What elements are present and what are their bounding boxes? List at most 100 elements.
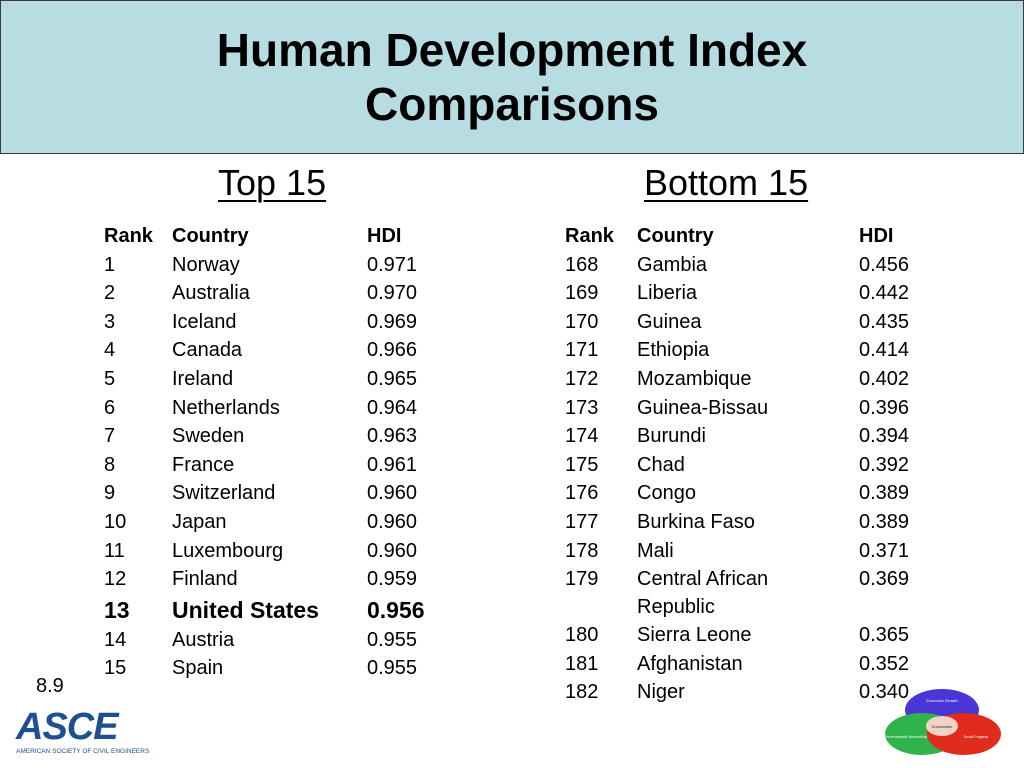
country-cell: Central African Republic <box>637 568 769 619</box>
country-cell: Guinea <box>637 310 702 333</box>
table-row: 6 Netherlands 0.964 <box>104 394 464 423</box>
hdi-cell: 0.442 <box>859 282 910 305</box>
table-header-row: Rank Country HDI <box>565 222 945 251</box>
table-row: 11 Luxembourg 0.960 <box>104 537 464 566</box>
hdi-cell: 0.956 <box>367 596 425 623</box>
venn-top-label: Economic Growth <box>926 698 958 703</box>
country-cell: Ethiopia <box>637 339 710 362</box>
country-cell: United States <box>172 596 319 623</box>
hdi-cell: 0.960 <box>367 539 418 562</box>
country-cell: Ireland <box>172 367 234 390</box>
table-row: 169 Liberia 0.442 <box>565 279 945 308</box>
logo-wordmark: ASCE <box>16 706 119 748</box>
rank-cell: 168 <box>565 253 599 276</box>
table-row: 4 Canada 0.966 <box>104 336 464 365</box>
sustainable-center <box>926 716 958 736</box>
table-row: 174 Burundi 0.394 <box>565 422 945 451</box>
country-cell: Mali <box>637 539 674 562</box>
rank-cell: 177 <box>565 510 599 533</box>
hdi-cell: 0.959 <box>367 568 418 591</box>
hdi-cell: 0.402 <box>859 367 910 390</box>
country-cell: Sierra Leone <box>637 624 752 647</box>
rank-cell: 170 <box>565 310 599 333</box>
rank-cell: 182 <box>565 681 599 704</box>
hdi-cell: 0.394 <box>859 425 910 448</box>
rank-cell: 1 <box>104 253 116 276</box>
country-cell: Finland <box>172 568 238 591</box>
rank-header: Rank <box>104 225 153 247</box>
table-row: 178 Mali 0.371 <box>565 537 945 566</box>
country-cell: Liberia <box>637 282 698 305</box>
table-row: 7 Sweden 0.963 <box>104 422 464 451</box>
rank-cell: 13 <box>104 596 130 623</box>
country-cell: Chad <box>637 453 685 476</box>
slide-title-line-1: Human Development Index <box>216 24 808 76</box>
country-header: Country <box>172 225 249 247</box>
hdi-cell: 0.352 <box>859 652 910 675</box>
top-15-heading: Top 15 <box>218 162 327 203</box>
venn-right-label: Social Progress <box>964 735 989 739</box>
country-header: Country <box>637 225 714 247</box>
country-cell: Netherlands <box>172 396 280 419</box>
asce-logo: ASCE AMERICAN SOCIETY OF CIVIL ENGINEERS <box>16 706 150 760</box>
logo-subtext: AMERICAN SOCIETY OF CIVIL ENGINEERS <box>16 748 150 755</box>
table-row: 1 Norway 0.971 <box>104 251 464 280</box>
table-row: 5 Ireland 0.965 <box>104 365 464 394</box>
rank-cell: 9 <box>104 482 116 505</box>
hdi-cell: 0.955 <box>367 628 418 651</box>
hdi-cell: 0.396 <box>859 396 910 419</box>
table-row: 177 Burkina Faso 0.389 <box>565 508 945 537</box>
country-cell: Iceland <box>172 310 237 333</box>
rank-cell: 15 <box>104 657 127 680</box>
rank-cell: 175 <box>565 453 599 476</box>
country-cell: Niger <box>637 681 685 704</box>
rank-cell: 176 <box>565 482 599 505</box>
table-row: 13 United States 0.956 <box>104 594 464 626</box>
rank-cell: 6 <box>104 396 116 419</box>
hdi-cell: 0.340 <box>859 681 910 704</box>
table-row: 173 Guinea-Bissau 0.396 <box>565 394 945 423</box>
table-row: 3 Iceland 0.969 <box>104 308 464 337</box>
rank-cell: 169 <box>565 282 599 305</box>
table-row: 175 Chad 0.392 <box>565 451 945 480</box>
country-cell: France <box>172 453 235 476</box>
venn-left-label: Environmental Stewardship <box>885 735 928 739</box>
hdi-cell: 0.966 <box>367 339 418 362</box>
rank-cell: 4 <box>104 339 116 362</box>
table-row: 10 Japan 0.960 <box>104 508 464 537</box>
hdi-cell: 0.371 <box>859 539 910 562</box>
table-row: 9 Switzerland 0.960 <box>104 479 464 508</box>
hdi-cell: 0.392 <box>859 453 910 476</box>
hdi-cell: 0.963 <box>367 425 418 448</box>
table-header-row: Rank Country HDI <box>104 222 464 251</box>
hdi-cell: 0.365 <box>859 624 910 647</box>
rank-cell: 178 <box>565 539 599 562</box>
country-cell: Burundi <box>637 425 706 448</box>
hdi-cell: 0.389 <box>859 482 910 505</box>
hdi-cell: 0.961 <box>367 453 418 476</box>
rank-cell: 14 <box>104 628 127 651</box>
table-row: 2 Australia 0.970 <box>104 279 464 308</box>
hdi-header: HDI <box>367 225 402 247</box>
hdi-cell: 0.369 <box>859 568 910 591</box>
table-row: 179 Central African Republic 0.369 <box>565 565 945 621</box>
slide-title-line-2: Comparisons <box>365 78 659 130</box>
hdi-header: HDI <box>859 225 894 247</box>
hdi-cell: 0.965 <box>367 367 418 390</box>
rank-cell: 12 <box>104 568 127 591</box>
rank-cell: 179 <box>565 568 599 591</box>
hdi-cell: 0.414 <box>859 339 910 362</box>
bottom-15-table: Rank Country HDI 168 Gambia 0.456 169 Liberi… <box>565 222 945 707</box>
rank-cell: 180 <box>565 624 599 647</box>
table-row: 14 Austria 0.955 <box>104 626 464 655</box>
country-cell: Afghanistan <box>637 652 743 675</box>
table-row: 180 Sierra Leone 0.365 <box>565 621 945 650</box>
country-cell: Norway <box>172 253 240 276</box>
country-cell: Canada <box>172 339 243 362</box>
country-cell: Japan <box>172 510 227 533</box>
rank-cell: 5 <box>104 367 116 390</box>
rank-cell: 11 <box>104 539 125 562</box>
rank-cell: 3 <box>104 310 116 333</box>
rank-cell: 174 <box>565 425 599 448</box>
